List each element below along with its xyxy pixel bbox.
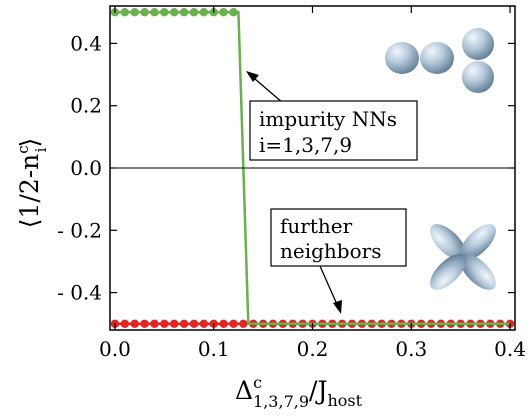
y-axis-label-post: ⟩ (15, 138, 44, 148)
annotation-impurity-line2: i=1,3,7,9 (259, 133, 352, 157)
series-0-point (189, 8, 199, 17)
annotation-arrowhead-further (333, 300, 342, 314)
y-tick-label: - 0.2 (57, 218, 102, 242)
y-tick-label: - 0.4 (57, 281, 102, 305)
x-axis-label-rest-sub: host (327, 391, 362, 410)
series-1-point (160, 319, 169, 328)
dxz-orbital-icon (385, 28, 494, 93)
series-1-point (140, 319, 149, 328)
series-1-point (150, 319, 159, 328)
annotation-box-impurity (249, 100, 418, 161)
annotation-further-neighbors: further neighbors (270, 208, 407, 314)
x-tick-label: 0.2 (297, 337, 329, 361)
series-0-point (170, 8, 179, 17)
series-1-point (170, 319, 179, 328)
series-1-point (189, 319, 199, 328)
y-tick-label: 0.4 (70, 31, 102, 55)
series-1-point (120, 319, 130, 328)
series-0-point (160, 8, 169, 17)
annotation-arrow-further (319, 265, 340, 310)
series-0-point (140, 8, 149, 17)
tick-layer: 0.0 0.1 0.2 0.3 0.4 0.4 0.2 0.0 - 0.2 - 0.4 (57, 6, 526, 361)
annotation-further-line1: further (280, 214, 353, 238)
y-axis-label-sup: c (14, 145, 32, 153)
series-1-point (229, 319, 238, 328)
y-axis-label-sub: i (32, 147, 50, 152)
series-0-point (229, 8, 238, 17)
series-0-point (179, 8, 189, 17)
x-tick-label: 0.4 (494, 337, 526, 361)
annotation-further-line2: neighbors (280, 239, 381, 263)
x-tick-label: 0.0 (99, 337, 131, 361)
series-1-point (179, 319, 189, 328)
y-tick-label: 0.0 (70, 156, 102, 180)
series-1-point (199, 319, 209, 328)
annotation-arrowhead-impurity (246, 71, 259, 82)
series-0-point (199, 8, 209, 17)
series-0-point (150, 8, 159, 17)
series-layer (110, 8, 515, 328)
x-axis-label-rest: /J (309, 376, 327, 405)
series-1-point (130, 319, 139, 328)
x-axis-label: Δc 1,3,7,9/Jhost (235, 373, 363, 411)
x-tick-label: 0.3 (395, 337, 427, 361)
series-0-point (130, 8, 139, 17)
annotation-impurity-line1: impurity NNs (259, 107, 397, 131)
annotation-impurity-nns: impurity NNs i=1,3,7,9 (246, 71, 418, 161)
y-axis-label-pre: ⟨1/2-n (15, 154, 44, 229)
x-tick-label: 0.1 (198, 337, 230, 361)
dxy-orbital-icon (430, 224, 496, 290)
series-1-point (239, 319, 248, 328)
series-0-point (120, 8, 130, 17)
y-axis-label: ⟨1/2-nci⟩ (14, 138, 50, 229)
x-axis-label-sup: c (253, 373, 262, 392)
x-axis-label-sub: 1,3,7,9 (253, 392, 309, 411)
x-axis-label-base: Δ (235, 376, 253, 405)
series-1-point (219, 319, 228, 328)
series-0-point (219, 8, 228, 17)
annotation-box-further (270, 208, 407, 267)
y-tick-label: 0.2 (70, 94, 102, 118)
